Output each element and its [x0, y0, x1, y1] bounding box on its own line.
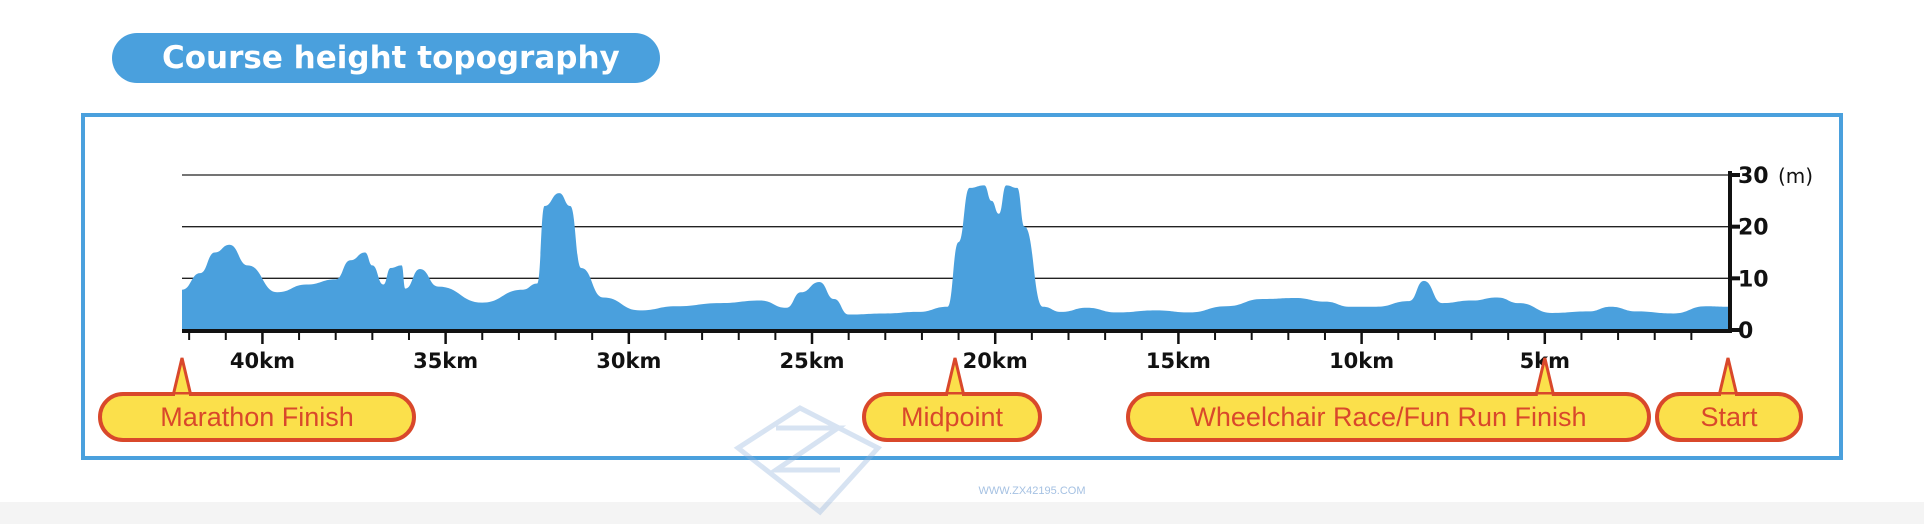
callout-pointer: [944, 357, 966, 398]
callout-badge: [1655, 392, 1803, 442]
callout-pointer: [1717, 357, 1739, 398]
callout-label: Marathon Finish: [160, 402, 354, 432]
y-tick-label: 0: [1738, 319, 1753, 344]
x-tick-label: 20km: [963, 349, 1028, 373]
y-ticks: 0 10 20 30 (m): [1730, 164, 1813, 344]
x-tick-label: 10km: [1329, 349, 1394, 373]
y-unit-label: (m): [1778, 164, 1813, 188]
axes: [182, 171, 1732, 333]
callout-badge: [862, 392, 1042, 442]
x-tick-label: 35km: [413, 349, 478, 373]
x-tick-label: 15km: [1146, 349, 1211, 373]
callout-label: Midpoint: [901, 402, 1004, 432]
callout-badge: [98, 392, 416, 442]
y-tick-label: 10: [1738, 267, 1769, 292]
callout-label: Start: [1700, 402, 1758, 432]
callout-label: Wheelchair Race/Fun Run Finish: [1190, 402, 1586, 432]
x-tick-label: 40km: [230, 349, 295, 373]
callouts: Start Wheelchair Race/Fun Run Finish Midpo…: [98, 357, 1803, 442]
y-tick-label: 20: [1738, 216, 1769, 241]
callout-pointer: [171, 357, 193, 398]
x-tick-label: 25km: [779, 349, 844, 373]
callout-badge: [1126, 392, 1651, 442]
page-bottom-band: [0, 502, 1924, 524]
chart-title: Course height topography: [112, 33, 660, 83]
elevation-area: [182, 185, 1728, 330]
y-tick-label: 30: [1738, 164, 1769, 189]
x-ticks: 5km10km15km20km25km30km35km40km: [188, 331, 1693, 373]
x-tick-label: 30km: [596, 349, 661, 373]
